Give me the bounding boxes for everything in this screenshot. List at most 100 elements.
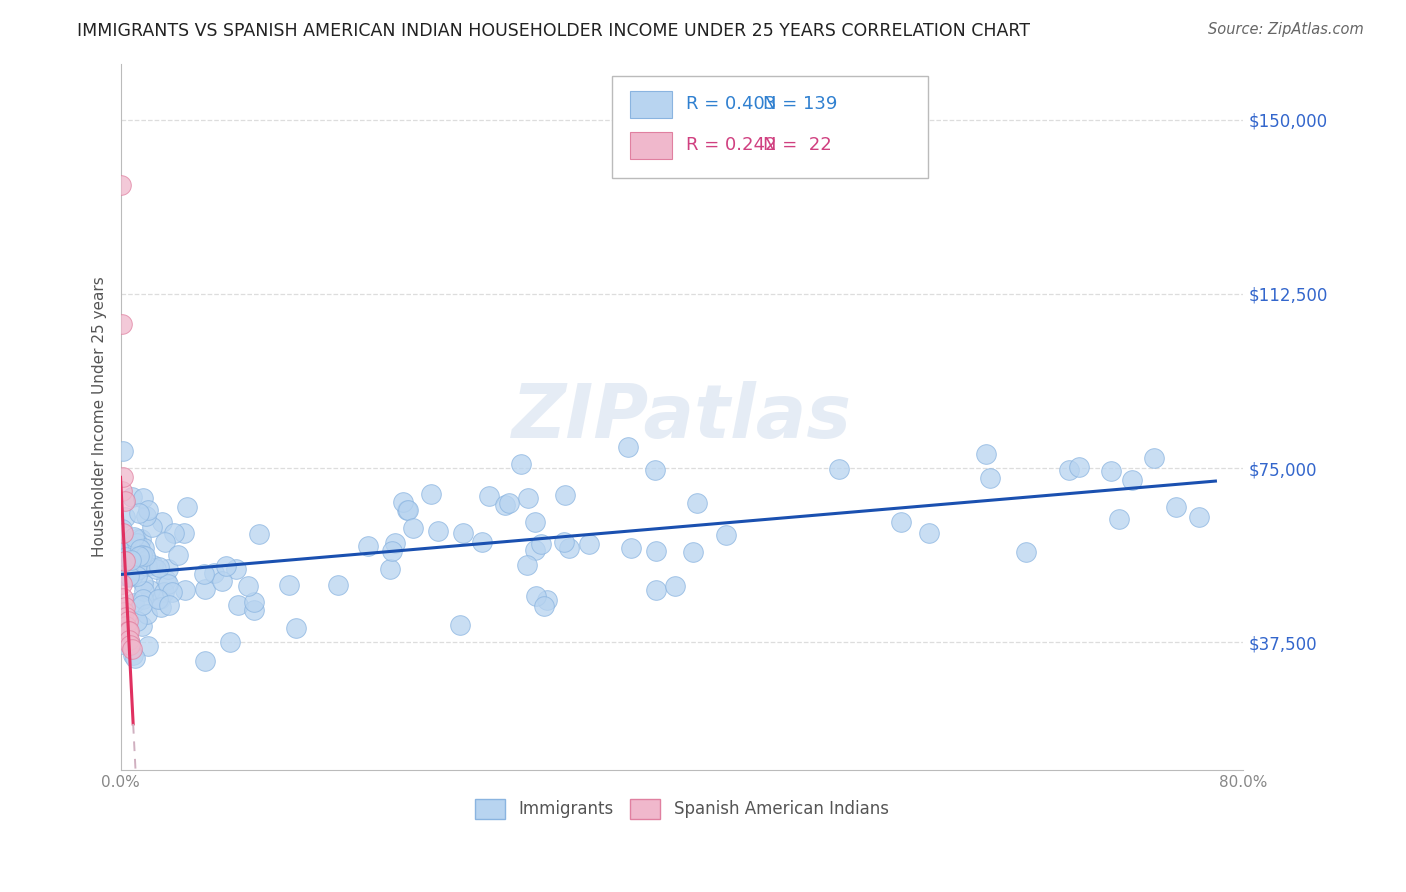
Point: [974, 447, 997, 461]
Point: [125, 615, 148, 629]
Point: [150, 515, 173, 529]
Point: [127, 563, 149, 577]
Point: [135, 558, 157, 573]
Point: [122, 648, 145, 662]
Point: [146, 592, 169, 607]
Point: [114, 509, 136, 524]
Point: [533, 599, 555, 613]
Point: [112, 613, 135, 627]
Point: [524, 589, 547, 603]
Text: ZIPatlas: ZIPatlas: [512, 381, 852, 453]
Point: [132, 541, 155, 555]
Point: [134, 583, 156, 598]
Point: [156, 577, 179, 591]
Point: [530, 537, 553, 551]
Point: [132, 491, 155, 506]
Point: [114, 549, 136, 564]
Point: [114, 493, 136, 508]
Point: [644, 463, 666, 477]
Point: [515, 558, 537, 573]
Point: [243, 595, 266, 609]
Point: [478, 489, 501, 503]
Point: [122, 568, 145, 582]
Point: [118, 538, 141, 552]
Point: [132, 591, 155, 606]
Point: [148, 560, 170, 574]
Point: [111, 624, 134, 638]
Point: [111, 577, 134, 591]
Point: [523, 542, 546, 557]
Point: [111, 484, 134, 499]
Point: [516, 491, 538, 506]
Point: [979, 471, 1001, 485]
Point: [402, 521, 425, 535]
Point: [918, 526, 941, 541]
Point: [141, 520, 163, 534]
Text: R = 0.242: R = 0.242: [686, 136, 776, 154]
Point: [194, 582, 217, 596]
Point: [510, 458, 533, 472]
Point: [277, 578, 299, 592]
Point: [122, 596, 145, 610]
Point: [889, 515, 911, 529]
Point: [357, 539, 380, 553]
Point: [112, 543, 135, 558]
Point: [134, 549, 156, 563]
Point: [125, 536, 148, 550]
Point: [131, 598, 153, 612]
Point: [617, 440, 640, 454]
Point: [129, 550, 152, 565]
Point: [828, 462, 851, 476]
Y-axis label: Householder Income Under 25 years: Householder Income Under 25 years: [93, 277, 107, 558]
Point: [129, 532, 152, 546]
Point: [716, 528, 738, 542]
Point: [194, 653, 217, 667]
Point: [160, 584, 183, 599]
Point: [121, 642, 143, 657]
Point: [451, 525, 474, 540]
Point: [111, 615, 134, 629]
Text: R = 0.403: R = 0.403: [686, 95, 776, 113]
Point: [120, 638, 142, 652]
Point: [131, 548, 153, 562]
Point: [166, 549, 188, 563]
Point: [139, 582, 162, 597]
Point: [558, 541, 581, 556]
Point: [326, 578, 349, 592]
Point: [384, 536, 406, 550]
Text: N =  22: N = 22: [763, 136, 832, 154]
Point: [136, 503, 159, 517]
Point: [391, 495, 413, 509]
Point: [111, 609, 134, 624]
Point: [578, 537, 600, 551]
Point: [111, 568, 134, 582]
Point: [1166, 500, 1188, 514]
Point: [215, 558, 238, 573]
Point: [204, 566, 226, 580]
Point: [682, 545, 704, 559]
Point: [111, 317, 134, 331]
Point: [125, 569, 148, 583]
Point: [247, 526, 270, 541]
Point: [149, 591, 172, 606]
Point: [381, 544, 404, 558]
Text: N = 139: N = 139: [763, 95, 838, 113]
Point: [135, 607, 157, 622]
Point: [449, 618, 471, 632]
Point: [149, 600, 172, 615]
Point: [174, 582, 197, 597]
Point: [125, 532, 148, 546]
Point: [111, 536, 134, 550]
Point: [131, 619, 153, 633]
Point: [620, 541, 643, 556]
Point: [142, 558, 165, 573]
Point: [122, 561, 145, 575]
Point: [112, 605, 135, 619]
Point: [153, 535, 176, 549]
Point: [118, 569, 141, 583]
Point: [686, 496, 709, 510]
Point: [117, 624, 139, 638]
Point: [644, 544, 666, 558]
Point: [138, 639, 160, 653]
Point: [1015, 545, 1038, 559]
